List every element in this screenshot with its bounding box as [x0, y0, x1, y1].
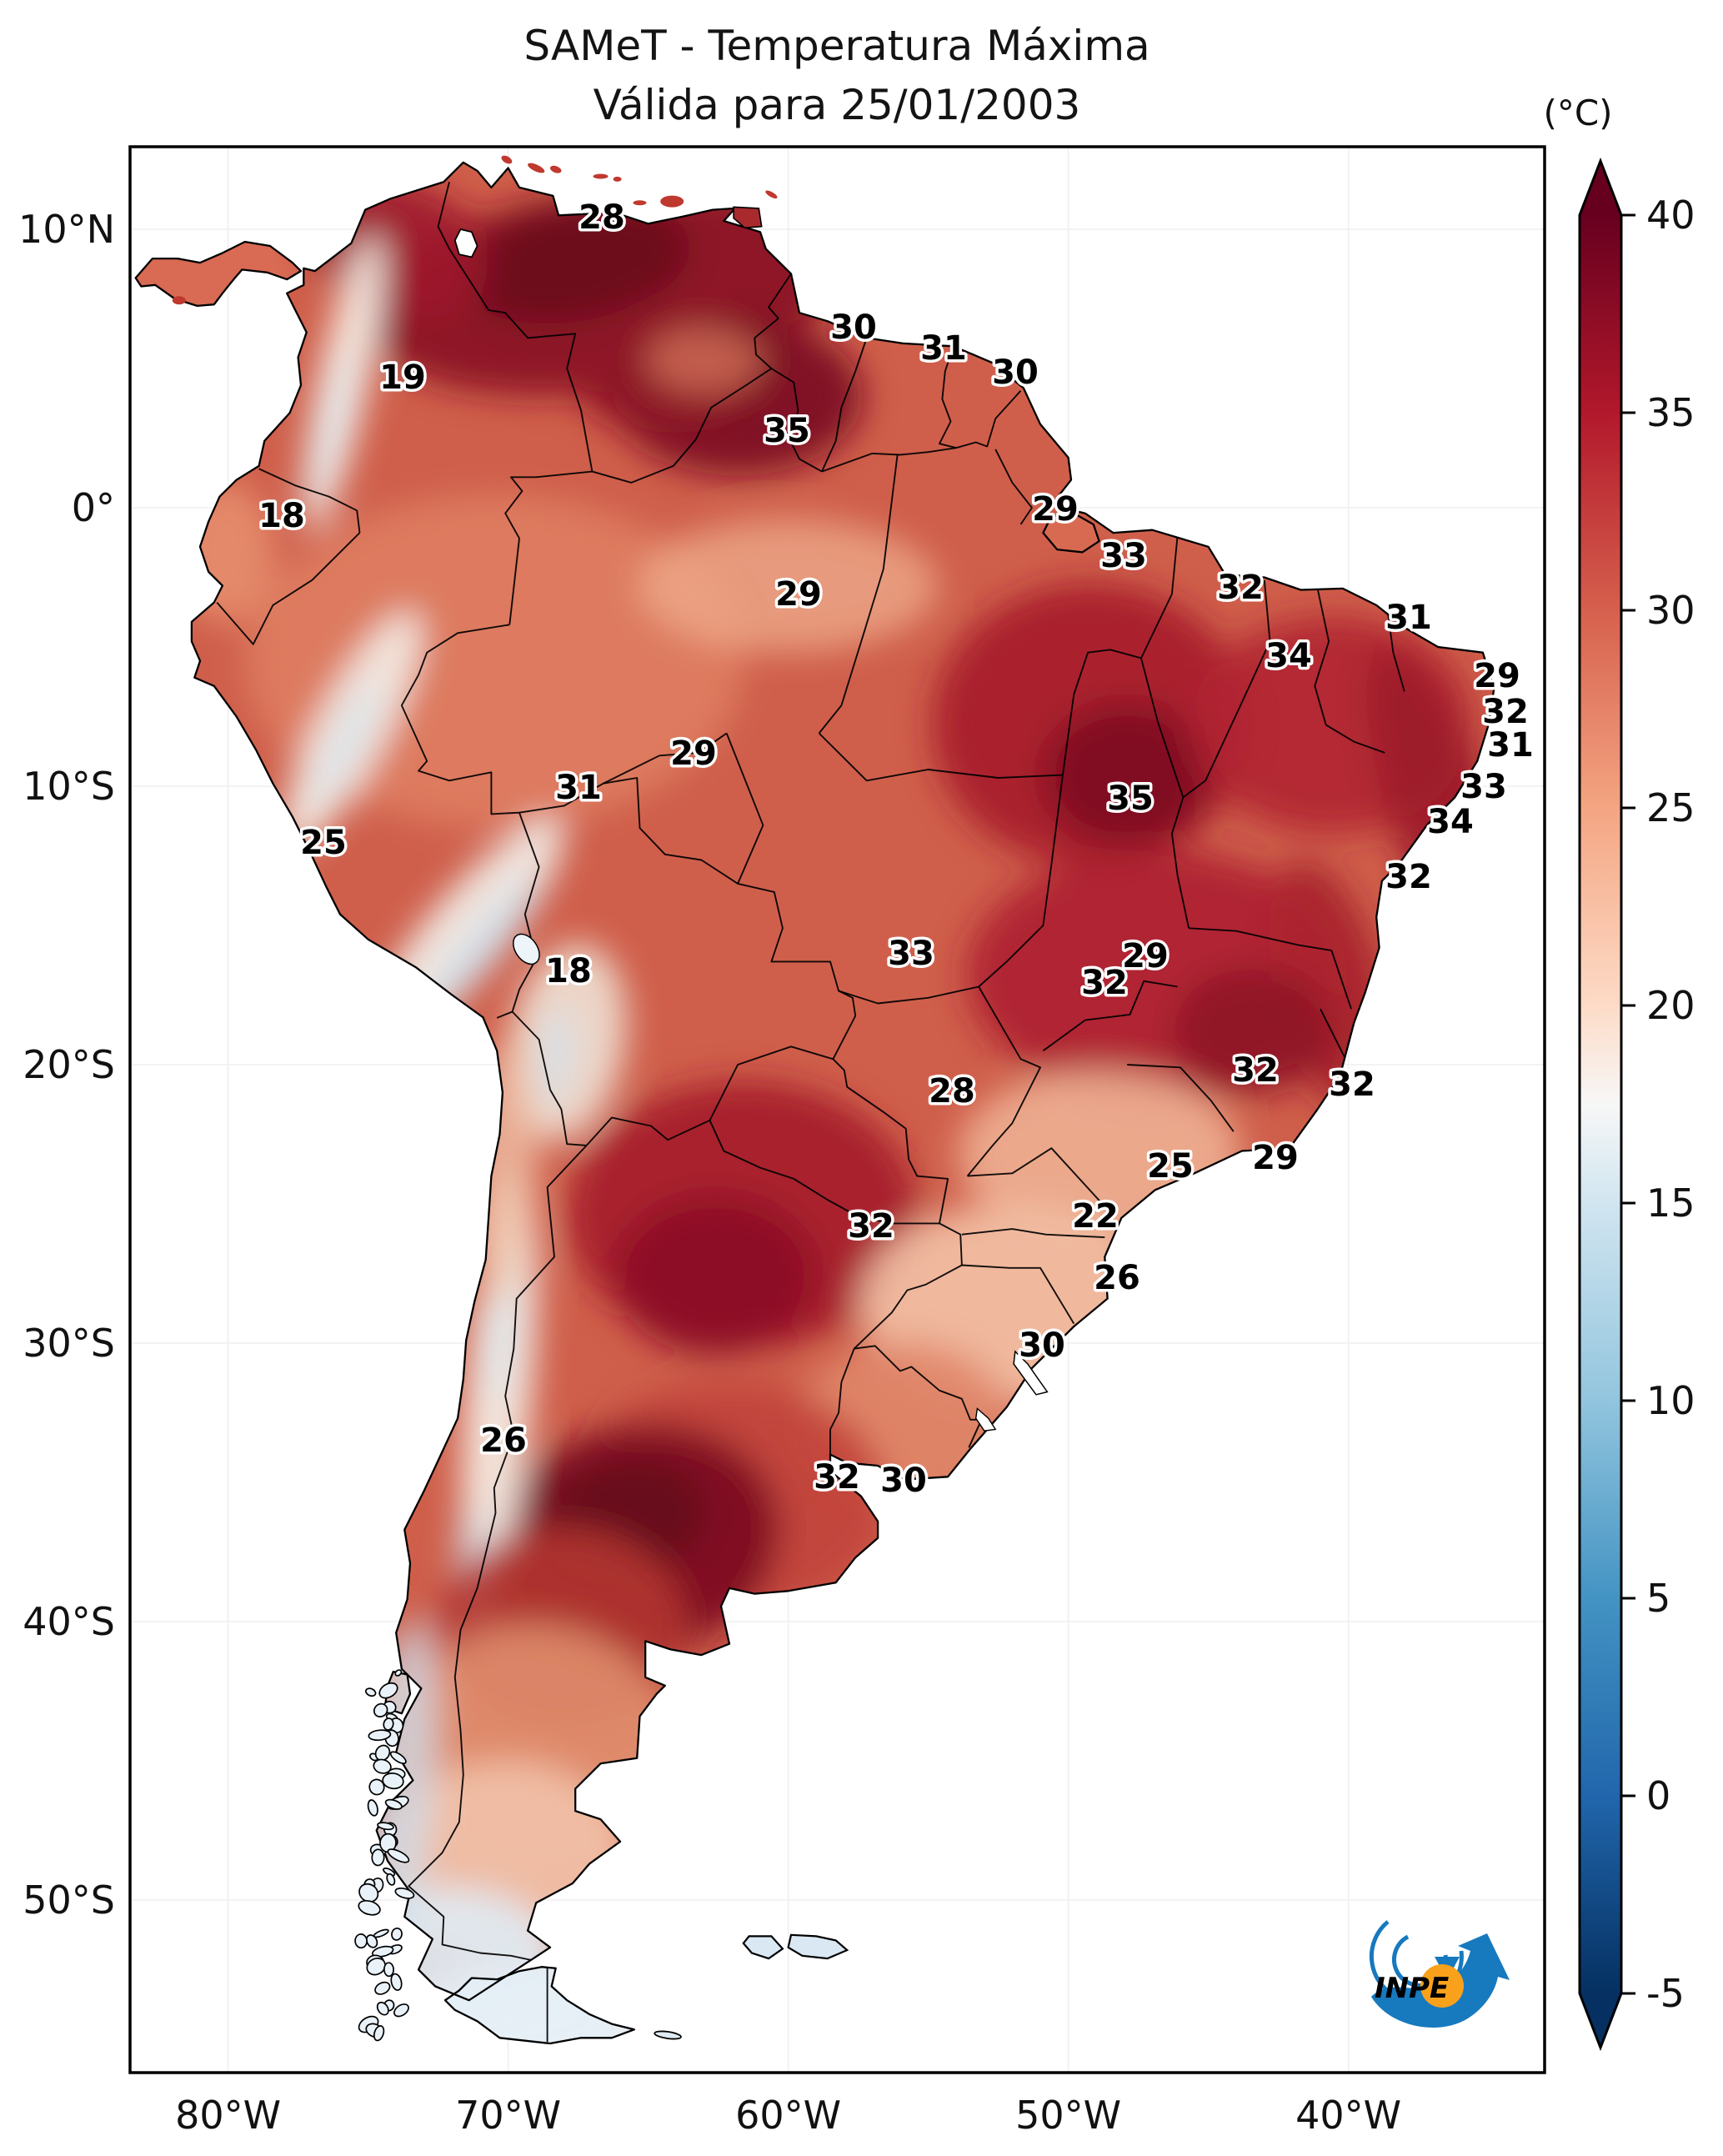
temperature-label: 30 [992, 353, 1039, 392]
colorbar-tick-label: 40 [1646, 193, 1695, 238]
temperature-label: 32 [814, 1458, 860, 1497]
colorbar-tick-label: 30 [1646, 588, 1695, 633]
colorbar-tick-label: -5 [1646, 1971, 1685, 2016]
temperature-label: 29 [1474, 657, 1520, 695]
colorbar-unit-label: (°C) [1543, 93, 1612, 133]
temperature-label: 30 [880, 1462, 927, 1500]
country-state-borders [216, 181, 1405, 2043]
temperature-label: 25 [300, 824, 347, 862]
coastline [134, 161, 1495, 2045]
colorbar-tick-label: 5 [1646, 1576, 1670, 1621]
temperature-label: 32 [1081, 964, 1128, 1002]
axis-tick-labels: 10°N 0° 10°S 20°S 30°S 40°S 50°S 80°W 70°W 60°W 50… [18, 207, 1401, 2138]
temperature-label: 32 [1385, 858, 1432, 896]
temperature-label: 28 [929, 1072, 975, 1111]
temperature-label: 29 [775, 575, 822, 614]
islands-and-lakes [172, 155, 1049, 2042]
lon-tick-label: 50°W [1015, 2093, 1121, 2138]
inpe-logo: INPE [1369, 1920, 1510, 2028]
lon-tick-label: 60°W [735, 2093, 841, 2138]
colorbar-tick-label: 15 [1646, 1181, 1695, 1226]
lat-tick-label: 10°N [18, 207, 115, 252]
temperature-label: 18 [258, 497, 305, 535]
temperature-label: 29 [1122, 937, 1169, 975]
lat-tick-label: 0° [72, 485, 115, 530]
map-frame [128, 145, 1546, 2074]
temperature-label: 19 [379, 358, 426, 397]
temperature-label: 32 [1329, 1065, 1375, 1104]
temperature-label: 28 [579, 198, 625, 237]
temperature-label: 29 [670, 735, 717, 773]
temperature-label: 35 [1107, 780, 1154, 818]
temperature-label: 25 [1147, 1147, 1194, 1186]
temperature-label: 18 [545, 952, 592, 990]
lat-tick-label: 40°S [23, 1599, 115, 1644]
colorbar-tick-label: 10 [1646, 1378, 1695, 1423]
colorbar-gradient-bar [1578, 157, 1623, 2052]
temperature-label: 31 [555, 769, 602, 807]
title-line1: SAMeT - Temperatura Máxima [523, 22, 1150, 70]
colorbar-tick-label: 25 [1646, 785, 1695, 830]
inpe-logo-text: INPE [1375, 1972, 1449, 2005]
temperature-label: 29 [1252, 1139, 1299, 1177]
south-america-land [135, 162, 1495, 2043]
temperature-label: 32 [1482, 693, 1529, 731]
colorbar-tick-label: 20 [1646, 983, 1695, 1028]
temperature-label: 31 [920, 329, 967, 368]
temperature-label: 33 [1460, 768, 1507, 806]
temperature-label: 30 [1019, 1326, 1065, 1365]
temperature-label: 32 [1217, 569, 1264, 607]
temperature-label: 22 [1072, 1197, 1119, 1236]
temperature-label: 32 [1232, 1051, 1279, 1090]
temperature-label: 29 [1032, 490, 1079, 529]
temperature-label: 34 [1427, 803, 1474, 841]
temperature-label: 35 [764, 412, 810, 450]
colorbar-tick-label: 0 [1646, 1773, 1670, 1818]
lat-tick-label: 50°S [23, 1878, 115, 1923]
inpe-logo-orange-dot [1420, 1964, 1464, 2008]
temperature-label: 31 [1385, 599, 1432, 637]
inpe-logo-swoosh-arrow [1371, 1933, 1510, 2028]
temperature-label: 33 [1100, 537, 1147, 575]
lon-tick-label: 70°W [455, 2093, 561, 2138]
colorbar: 40 35 30 25 20 15 10 5 0 -5 [1578, 157, 1695, 2052]
temperature-label: 30 [830, 308, 877, 347]
temperature-label: 26 [1094, 1259, 1140, 1297]
temperature-label: 31 [1487, 726, 1534, 765]
temperature-label: 26 [480, 1421, 527, 1460]
title-line2: Válida para 25/01/2003 [594, 81, 1081, 129]
lat-tick-label: 30°S [23, 1321, 115, 1366]
lon-tick-label: 80°W [175, 2093, 281, 2138]
temperature-label: 33 [888, 935, 934, 973]
colorbar-tick-label: 35 [1646, 390, 1695, 435]
lon-tick-label: 40°W [1295, 2093, 1401, 2138]
lat-tick-label: 10°S [23, 764, 115, 809]
lat-tick-label: 20°S [23, 1042, 115, 1087]
temperature-label: 34 [1265, 637, 1312, 675]
temperature-label: 32 [848, 1207, 894, 1246]
